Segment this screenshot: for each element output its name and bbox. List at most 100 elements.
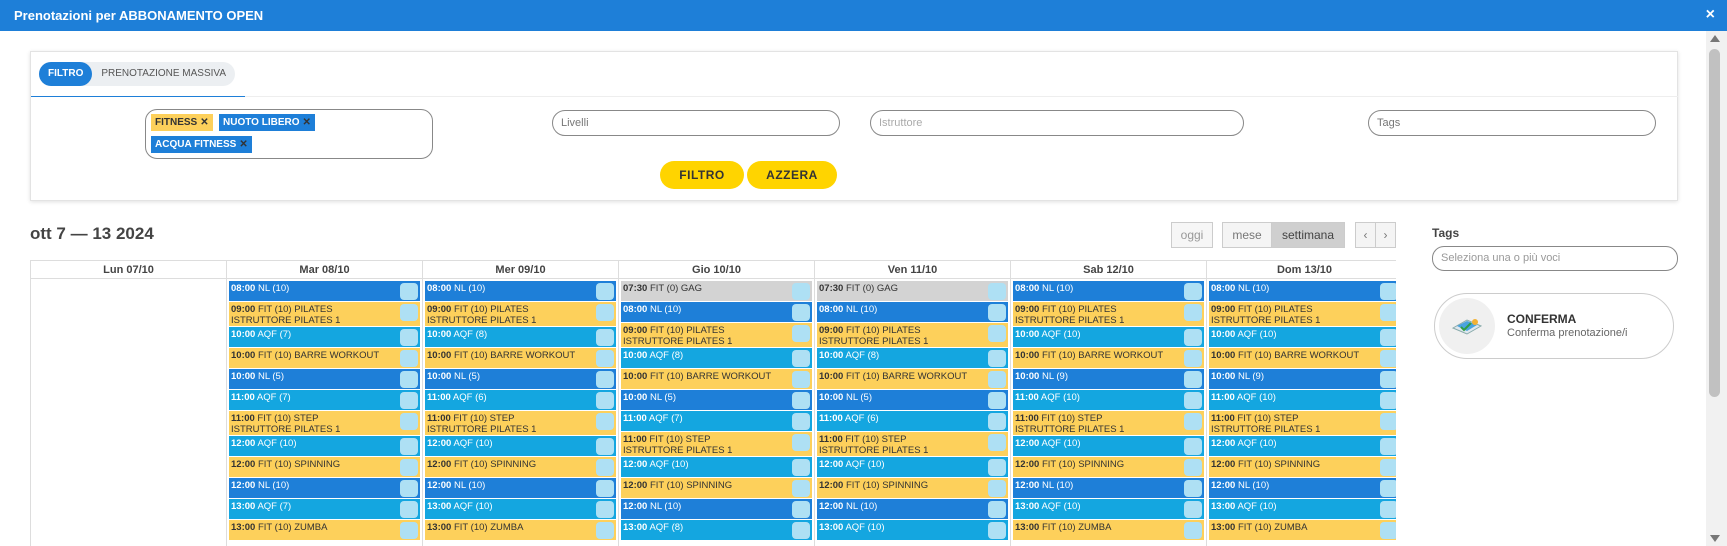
calendar-event[interactable]: 10:00 NL (5) bbox=[817, 390, 1008, 410]
select-checkbox[interactable] bbox=[988, 434, 1006, 451]
calendar-event[interactable]: 12:00 NL (10) bbox=[621, 499, 812, 519]
livelli-input[interactable]: Livelli bbox=[552, 110, 840, 136]
select-checkbox[interactable] bbox=[792, 434, 810, 451]
calendar-event[interactable]: 09:00 FIT (10) PILATES ISTRUTTORE PILATES… bbox=[1209, 302, 1396, 326]
calendar-event[interactable]: 09:00 FIT (10) PILATES ISTRUTTORE PILATES… bbox=[621, 323, 812, 347]
select-checkbox[interactable] bbox=[400, 392, 418, 409]
select-checkbox[interactable] bbox=[596, 304, 614, 321]
calendar-event[interactable]: 11:00 AQF (10) bbox=[1013, 390, 1204, 410]
calendar-event[interactable]: 10:00 AQF (10) bbox=[1013, 327, 1204, 347]
close-icon[interactable]: × bbox=[1705, 6, 1715, 23]
calendar-event[interactable]: 08:00 NL (10) bbox=[229, 281, 420, 301]
select-checkbox[interactable] bbox=[1380, 522, 1396, 539]
select-checkbox[interactable] bbox=[988, 304, 1006, 321]
select-checkbox[interactable] bbox=[596, 329, 614, 346]
select-checkbox[interactable] bbox=[988, 480, 1006, 497]
calendar-event[interactable]: 08:00 NL (10) bbox=[817, 302, 1008, 322]
select-checkbox[interactable] bbox=[1184, 413, 1202, 430]
select-checkbox[interactable] bbox=[596, 350, 614, 367]
calendar-event[interactable]: 08:00 NL (10) bbox=[1209, 281, 1396, 301]
select-checkbox[interactable] bbox=[1184, 480, 1202, 497]
calendar-event[interactable]: 12:00 AQF (10) bbox=[425, 436, 616, 456]
calendar-event[interactable]: 10:00 NL (9) bbox=[1209, 369, 1396, 389]
select-checkbox[interactable] bbox=[792, 522, 810, 539]
calendar-event[interactable]: 10:00 AQF (7) bbox=[229, 327, 420, 347]
calendar-event[interactable]: 10:00 FIT (10) BARRE WORKOUT bbox=[229, 348, 420, 368]
remove-icon[interactable]: ✕ bbox=[302, 117, 311, 128]
remove-icon[interactable]: ✕ bbox=[239, 139, 248, 150]
month-view-button[interactable]: mese bbox=[1222, 222, 1272, 248]
calendar-event[interactable]: 13:00 FIT (10) ZUMBA bbox=[1013, 520, 1204, 540]
select-checkbox[interactable] bbox=[1184, 304, 1202, 321]
scroll-down-icon[interactable] bbox=[1710, 535, 1720, 542]
calendar-event[interactable]: 10:00 NL (5) bbox=[621, 390, 812, 410]
select-checkbox[interactable] bbox=[792, 459, 810, 476]
select-checkbox[interactable] bbox=[988, 392, 1006, 409]
calendar-event[interactable]: 12:00 NL (10) bbox=[817, 499, 1008, 519]
calendar-event[interactable]: 12:00 FIT (10) SPINNING bbox=[621, 478, 812, 498]
today-button[interactable]: oggi bbox=[1171, 222, 1213, 248]
select-checkbox[interactable] bbox=[1380, 329, 1396, 346]
remove-icon[interactable]: ✕ bbox=[200, 117, 209, 128]
calendar-event[interactable]: 08:00 NL (10) bbox=[1013, 281, 1204, 301]
select-checkbox[interactable] bbox=[596, 283, 614, 300]
select-checkbox[interactable] bbox=[1380, 501, 1396, 518]
calendar-event[interactable]: 10:00 FIT (10) BARRE WORKOUT bbox=[1209, 348, 1396, 368]
select-checkbox[interactable] bbox=[400, 371, 418, 388]
calendar-event[interactable]: 08:00 NL (10) bbox=[425, 281, 616, 301]
istruttore-input[interactable]: Istruttore bbox=[870, 110, 1244, 136]
calendar-event[interactable]: 10:00 AQF (8) bbox=[425, 327, 616, 347]
select-checkbox[interactable] bbox=[1184, 522, 1202, 539]
select-checkbox[interactable] bbox=[1380, 392, 1396, 409]
select-checkbox[interactable] bbox=[596, 522, 614, 539]
calendar-event[interactable]: 10:00 FIT (10) BARRE WORKOUT bbox=[1013, 348, 1204, 368]
select-checkbox[interactable] bbox=[596, 459, 614, 476]
calendar-event[interactable]: 10:00 AQF (8) bbox=[817, 348, 1008, 368]
week-view-button[interactable]: settimana bbox=[1271, 222, 1345, 248]
select-checkbox[interactable] bbox=[988, 522, 1006, 539]
calendar-event[interactable]: 11:00 FIT (10) STEP ISTRUTTORE PILATES 1 bbox=[229, 411, 420, 435]
select-checkbox[interactable] bbox=[596, 501, 614, 518]
calendar-event[interactable]: 12:00 FIT (10) SPINNING bbox=[1013, 457, 1204, 477]
calendar-event[interactable]: 13:00 FIT (10) ZUMBA bbox=[425, 520, 616, 540]
calendar-event[interactable]: 10:00 FIT (10) BARRE WORKOUT bbox=[621, 369, 812, 389]
calendar-event[interactable]: 12:00 NL (10) bbox=[229, 478, 420, 498]
calendar-event[interactable]: 07:30 FIT (0) GAG bbox=[817, 281, 1008, 301]
calendar-event[interactable]: 12:00 AQF (10) bbox=[229, 436, 420, 456]
calendar-event[interactable]: 11:00 AQF (6) bbox=[817, 411, 1008, 431]
select-checkbox[interactable] bbox=[1380, 350, 1396, 367]
select-checkbox[interactable] bbox=[1380, 371, 1396, 388]
select-checkbox[interactable] bbox=[792, 304, 810, 321]
select-checkbox[interactable] bbox=[792, 350, 810, 367]
select-checkbox[interactable] bbox=[988, 413, 1006, 430]
next-week-button[interactable]: › bbox=[1375, 222, 1396, 248]
select-checkbox[interactable] bbox=[1380, 283, 1396, 300]
calendar-event[interactable]: 11:00 FIT (10) STEP ISTRUTTORE PILATES 1 bbox=[425, 411, 616, 435]
select-checkbox[interactable] bbox=[1380, 459, 1396, 476]
select-checkbox[interactable] bbox=[1380, 438, 1396, 455]
calendar-event[interactable]: 12:00 FIT (10) SPINNING bbox=[229, 457, 420, 477]
select-checkbox[interactable] bbox=[988, 459, 1006, 476]
select-checkbox[interactable] bbox=[596, 438, 614, 455]
calendar-event[interactable]: 13:00 AQF (10) bbox=[1209, 499, 1396, 519]
calendar-event[interactable]: 13:00 AQF (10) bbox=[817, 520, 1008, 540]
tab-filtro[interactable]: FILTRO bbox=[39, 62, 93, 86]
calendar-event[interactable]: 10:00 NL (5) bbox=[229, 369, 420, 389]
calendar-event[interactable]: 09:00 FIT (10) PILATES ISTRUTTORE PILATES… bbox=[229, 302, 420, 326]
calendar-event[interactable]: 11:00 AQF (6) bbox=[425, 390, 616, 410]
select-checkbox[interactable] bbox=[400, 480, 418, 497]
select-checkbox[interactable] bbox=[792, 325, 810, 342]
select-checkbox[interactable] bbox=[400, 522, 418, 539]
calendar-event[interactable]: 11:00 FIT (10) STEP ISTRUTTORE PILATES 1 bbox=[1013, 411, 1204, 435]
calendar-event[interactable]: 12:00 NL (10) bbox=[1013, 478, 1204, 498]
calendar-event[interactable]: 13:00 AQF (7) bbox=[229, 499, 420, 519]
reset-button[interactable]: AZZERA bbox=[747, 161, 837, 189]
calendar-event[interactable]: 12:00 NL (10) bbox=[425, 478, 616, 498]
calendar-event[interactable]: 12:00 FIT (10) SPINNING bbox=[425, 457, 616, 477]
calendar-event[interactable]: 13:00 FIT (10) ZUMBA bbox=[1209, 520, 1396, 540]
scrollbar-thumb[interactable] bbox=[1709, 49, 1720, 397]
select-checkbox[interactable] bbox=[1184, 459, 1202, 476]
calendar-event[interactable]: 09:00 FIT (10) PILATES ISTRUTTORE PILATES… bbox=[1013, 302, 1204, 326]
select-checkbox[interactable] bbox=[1184, 438, 1202, 455]
calendar-event[interactable]: 11:00 FIT (10) STEP ISTRUTTORE PILATES 1 bbox=[817, 432, 1008, 456]
